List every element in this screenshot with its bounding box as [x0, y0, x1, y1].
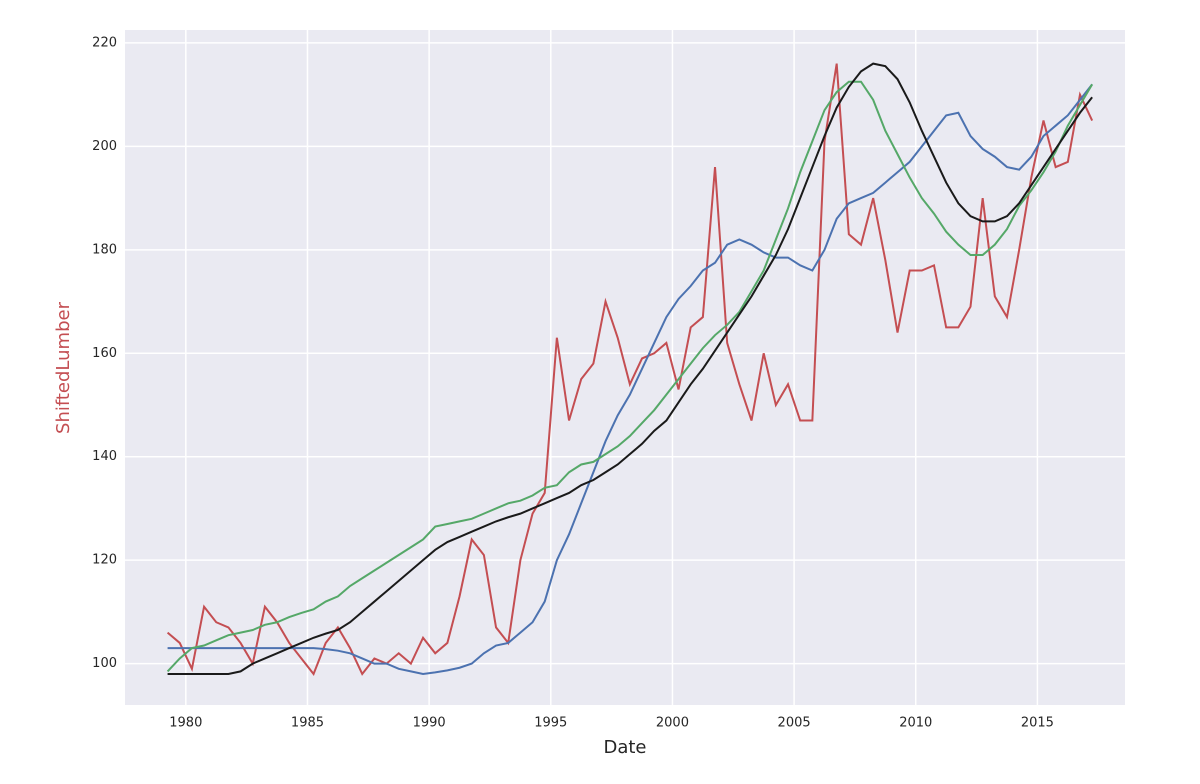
x-tick-label: 1990	[413, 716, 446, 731]
y-tick-label: 160	[92, 346, 117, 361]
x-tick-label: 2015	[1021, 716, 1054, 731]
data-line	[166, 80, 1094, 673]
y-tick-label: 100	[92, 656, 117, 671]
y-tick-label: 220	[92, 35, 117, 50]
x-tick-label: 2010	[899, 716, 932, 731]
x-tick-label: 1995	[534, 716, 567, 731]
y-axis-label: ShiftedLumber	[53, 301, 74, 434]
x-tick-label: 2005	[778, 716, 811, 731]
y-tick-label: 140	[92, 449, 117, 464]
y-tick-label: 180	[92, 242, 117, 257]
data-line	[167, 83, 1093, 675]
x-axis-label: Date	[603, 737, 646, 758]
data-line	[167, 62, 1093, 675]
y-tick-label: 120	[92, 553, 117, 568]
data-line	[166, 63, 1094, 676]
x-tick-label: 2000	[656, 716, 689, 731]
y-tick-label: 200	[92, 139, 117, 154]
x-tick-label: 1980	[169, 716, 202, 731]
x-tick-label: 1985	[291, 716, 324, 731]
